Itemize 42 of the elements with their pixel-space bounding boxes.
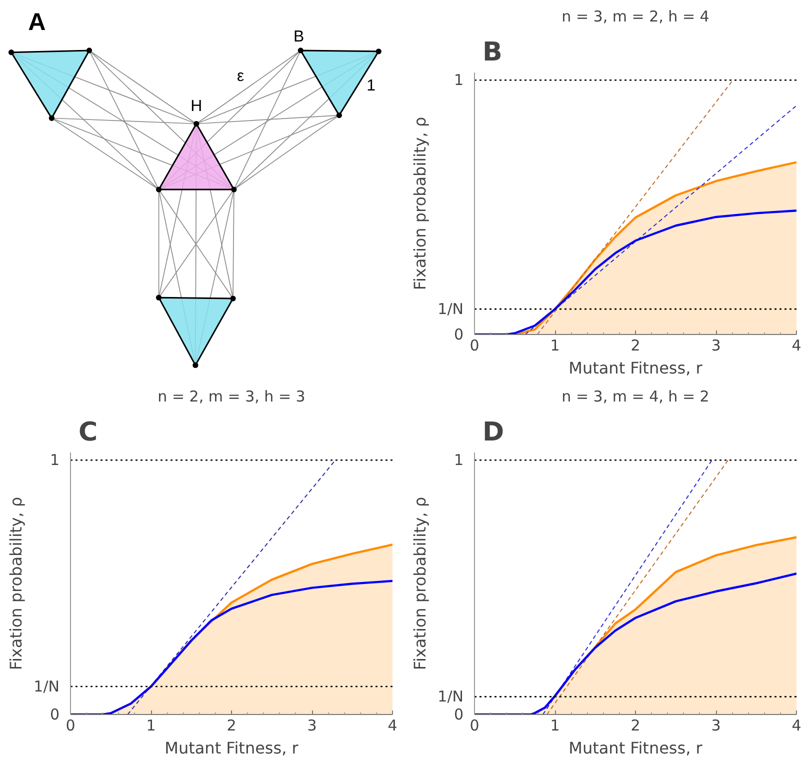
y-tick-label: 1	[454, 451, 464, 470]
text: 1	[366, 77, 376, 94]
ref-line-label: 1/N	[34, 678, 60, 696]
ref-line-label: 1/N	[438, 688, 464, 706]
x-tick-label: 3	[711, 336, 721, 354]
x-tick-label: 3	[307, 716, 317, 734]
y-axis-title: Fixation probability, ρ	[6, 496, 26, 670]
line-series	[474, 210, 796, 334]
y-axis-title: Fixation probability, ρ	[410, 116, 430, 290]
chart-title: n = 2, m = 3, h = 3	[158, 388, 306, 406]
y-tick-label: 0	[454, 326, 464, 344]
line-series	[70, 580, 392, 714]
x-tick-label: 1	[146, 716, 156, 734]
x-tick-label: 0	[470, 716, 480, 734]
x-tick-label: 0	[66, 716, 76, 734]
y-tick-label: 0	[454, 706, 464, 724]
text: ε	[236, 68, 244, 86]
x-tick-label: 2	[630, 716, 640, 734]
x-tick-label: 0	[470, 336, 480, 354]
text: A	[28, 8, 46, 36]
x-tick-label: 4	[792, 336, 802, 354]
x-tick-label: 3	[711, 716, 721, 734]
x-tick-label: 4	[792, 716, 802, 734]
text: D	[482, 418, 504, 448]
text: C	[78, 418, 98, 448]
chart-title: n = 3, m = 2, h = 4	[562, 8, 710, 26]
x-tick-label: 1	[550, 716, 560, 734]
x-tick-label: 4	[388, 716, 398, 734]
x-tick-label: 2	[226, 716, 236, 734]
x-axis-title: Mutant Fitness, r	[568, 738, 703, 758]
y-tick-label: 1	[454, 71, 464, 90]
x-tick-label: 2	[630, 336, 640, 354]
x-axis-title: Mutant Fitness, r	[164, 738, 299, 758]
ref-line-label: 1/N	[438, 300, 464, 318]
chart-title: n = 3, m = 4, h = 2	[562, 388, 710, 406]
text: H	[190, 98, 202, 116]
text: B	[293, 28, 304, 46]
x-axis-title: Mutant Fitness, r	[568, 358, 703, 378]
x-tick-label: 1	[550, 336, 560, 354]
y-axis-title: Fixation probability, ρ	[410, 496, 430, 670]
line-series	[474, 572, 796, 714]
text: B	[482, 38, 502, 68]
